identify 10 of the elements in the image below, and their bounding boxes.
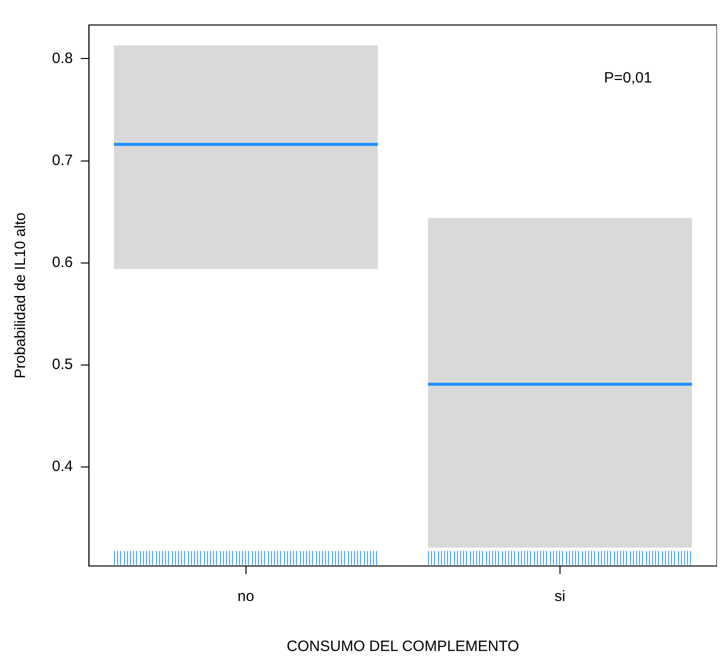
- y-axis-title: Probabilidad de IL10 alto: [12, 212, 30, 378]
- y-tick-label: 0.4: [52, 458, 73, 476]
- y-tick-label: 0.5: [52, 356, 73, 374]
- x-tick-label: no: [238, 588, 254, 606]
- x-axis-title: CONSUMO DEL COMPLEMENTO: [286, 638, 520, 656]
- y-tick-label: 0.8: [52, 50, 73, 67]
- y-tick-label: 0.7: [52, 152, 73, 169]
- y-tick-label: 0.6: [52, 254, 73, 271]
- annotation: P=0,01: [604, 70, 652, 87]
- x-tick-label: si: [554, 588, 566, 606]
